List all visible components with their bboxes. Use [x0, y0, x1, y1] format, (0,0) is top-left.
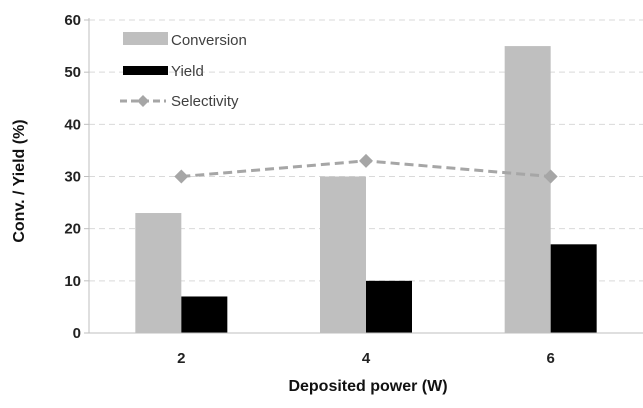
- legend-swatch-conversion: [123, 32, 168, 45]
- legend-label-conversion: Conversion: [171, 32, 247, 49]
- y-tick-label-50: 50: [64, 64, 81, 81]
- bar-yield-2: [181, 296, 228, 333]
- y-tick-label-60: 60: [64, 12, 81, 29]
- y-tick-label-10: 10: [64, 273, 81, 290]
- axes: [84, 18, 643, 334]
- point-selectivity-6: [543, 169, 558, 184]
- legend-label-yield: Yield: [171, 63, 204, 80]
- x-tick-label-4: 4: [362, 350, 371, 367]
- bar-conversion-2: [135, 213, 182, 333]
- legend: Conversion Yield Selectivity: [120, 32, 247, 110]
- y-axis-title: Conv. / Yield (%): [11, 119, 28, 242]
- x-axis-title: Deposited power (W): [288, 378, 447, 395]
- y-tick-label-30: 30: [64, 169, 81, 186]
- x-tick-label-6: 6: [546, 350, 554, 367]
- x-tick-label-2: 2: [177, 350, 185, 367]
- y-tick-label-40: 40: [64, 116, 81, 133]
- point-selectivity-4: [359, 153, 373, 168]
- bar-conversion-4: [320, 176, 366, 333]
- y-tick-label-20: 20: [64, 221, 81, 238]
- bar-yield-4: [366, 280, 412, 333]
- legend-label-selectivity: Selectivity: [171, 93, 239, 110]
- tick-labels: 0 10 20 30 40 50 60 2 4 6: [64, 12, 555, 367]
- bar-yield-6: [550, 244, 597, 333]
- bar-conversion-6: [504, 46, 551, 333]
- point-selectivity-2: [174, 169, 189, 184]
- legend-swatch-yield: [123, 66, 168, 75]
- selectivity-line: [174, 153, 558, 184]
- legend-marker-selectivity: [137, 95, 149, 107]
- y-tick-label-0: 0: [73, 325, 81, 342]
- bars: [135, 46, 597, 333]
